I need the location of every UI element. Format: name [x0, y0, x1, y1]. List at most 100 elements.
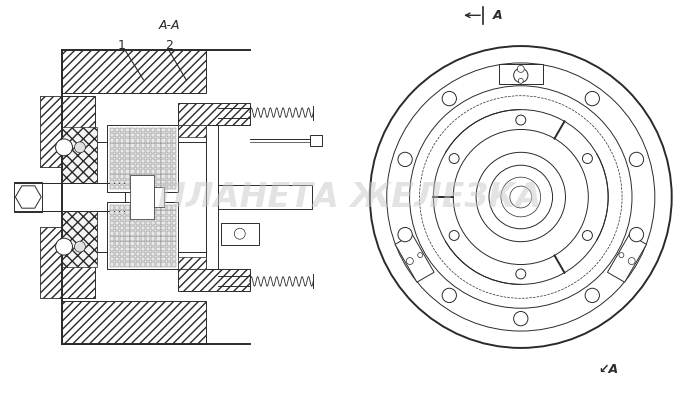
Bar [125, 174, 130, 179]
Circle shape [418, 253, 423, 258]
Bar [130, 175, 155, 219]
Bar [172, 138, 176, 143]
Bar [172, 252, 176, 256]
Bar [146, 257, 150, 261]
Bar [136, 247, 140, 251]
Bar [218, 185, 312, 209]
Bar [161, 133, 166, 138]
Bar [120, 247, 125, 251]
Bar [40, 227, 62, 298]
Bar [151, 149, 155, 153]
Bar [167, 262, 171, 266]
Bar [151, 159, 155, 163]
Bar [110, 138, 114, 143]
Circle shape [516, 269, 526, 279]
Bar [120, 169, 125, 174]
Bar [146, 221, 150, 225]
Bar [125, 242, 130, 246]
Bar [136, 221, 140, 225]
Bar [136, 242, 140, 246]
Circle shape [398, 227, 412, 242]
Bar [110, 262, 114, 266]
Bar [167, 236, 171, 241]
Bar [136, 231, 140, 236]
Circle shape [585, 91, 599, 106]
Bar [156, 252, 160, 256]
Bar [141, 149, 145, 153]
Bar [115, 143, 119, 148]
Bar [125, 149, 130, 153]
Bar [110, 164, 114, 168]
Bar [115, 159, 119, 163]
Bar [167, 257, 171, 261]
Bar [125, 257, 130, 261]
Bar [161, 205, 166, 210]
Bar [151, 138, 155, 143]
Polygon shape [499, 65, 542, 84]
Bar [156, 216, 160, 220]
Bar [130, 231, 134, 236]
Bar [155, 187, 164, 207]
Circle shape [74, 241, 85, 252]
Circle shape [55, 139, 73, 156]
Bar [125, 262, 130, 266]
Bar [115, 252, 119, 256]
Bar [172, 242, 176, 246]
Bar [130, 154, 134, 158]
Bar [141, 174, 145, 179]
Bar [115, 154, 119, 158]
Bar [125, 133, 130, 138]
Bar [172, 149, 176, 153]
Bar [178, 256, 206, 269]
Bar [120, 138, 125, 143]
Bar [136, 159, 140, 163]
Bar [130, 262, 134, 266]
Bar [136, 216, 140, 220]
Bar [172, 262, 176, 266]
Bar [172, 185, 176, 189]
Bar [141, 231, 145, 236]
Bar [156, 257, 160, 261]
Bar [167, 231, 171, 236]
Bar [151, 262, 155, 266]
Bar [110, 159, 114, 163]
Bar [161, 185, 166, 189]
Bar [156, 174, 160, 179]
Bar [172, 164, 176, 168]
Bar [115, 164, 119, 168]
Bar [136, 143, 140, 148]
Bar [110, 169, 114, 174]
Bar [141, 236, 145, 241]
Bar [151, 133, 155, 138]
Bar [110, 174, 114, 179]
Text: ↙A: ↙A [598, 363, 618, 376]
Bar [156, 231, 160, 236]
Bar [136, 236, 140, 241]
Bar [151, 257, 155, 261]
Bar [130, 133, 134, 138]
Bar [115, 226, 119, 230]
Text: A: A [493, 9, 503, 22]
Bar [120, 242, 125, 246]
Bar [110, 205, 114, 210]
Bar [161, 242, 166, 246]
Bar [136, 185, 140, 189]
Bar [120, 262, 125, 266]
Bar [130, 221, 134, 225]
Bar [141, 257, 145, 261]
Bar [161, 128, 166, 132]
Bar [130, 257, 134, 261]
Circle shape [585, 288, 599, 303]
Bar [125, 210, 130, 215]
Bar [161, 247, 166, 251]
Bar [120, 164, 125, 168]
Bar [167, 226, 171, 230]
Text: ПЛАНЕТА ЖЕЛЕЗКА: ПЛАНЕТА ЖЕЛЕЗКА [158, 180, 542, 214]
Bar [130, 159, 134, 163]
Bar [172, 133, 176, 138]
Bar [156, 236, 160, 241]
Bar [146, 138, 150, 143]
Bar [106, 202, 178, 269]
Bar [151, 210, 155, 215]
Bar [172, 221, 176, 225]
